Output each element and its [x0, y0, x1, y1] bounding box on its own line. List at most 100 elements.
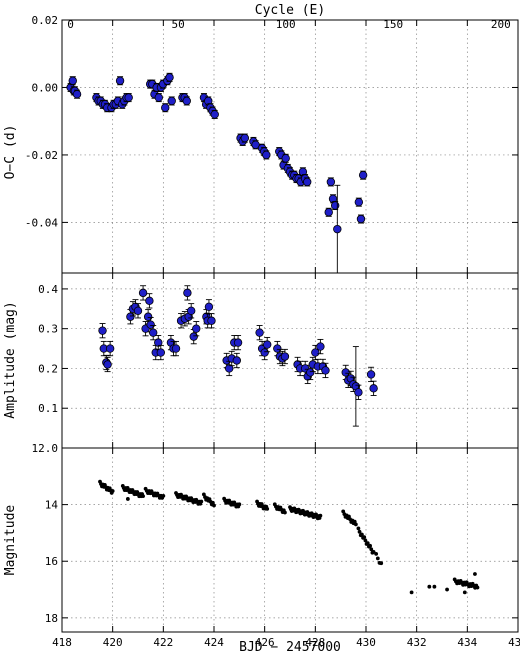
- data-point: [192, 324, 201, 333]
- data-point: [356, 526, 361, 531]
- data-point: [68, 76, 77, 85]
- data-point: [148, 328, 158, 337]
- data-point: [374, 551, 379, 556]
- data-point: [362, 535, 367, 540]
- data-point: [161, 103, 170, 112]
- data-point: [126, 312, 135, 321]
- data-point: [255, 328, 264, 337]
- data-point: [154, 338, 163, 347]
- data-point: [124, 93, 133, 102]
- data-point: [72, 90, 82, 99]
- data-point: [263, 340, 272, 349]
- data-point: [143, 312, 153, 321]
- data-point: [368, 543, 372, 548]
- data-point: [360, 532, 364, 537]
- data-point: [353, 522, 358, 527]
- data-point: [311, 348, 320, 357]
- data-point: [358, 170, 368, 180]
- top-tick-label: 100: [276, 18, 296, 31]
- y-tick-label: 0.00: [32, 81, 59, 94]
- panel-frame: [61, 272, 519, 449]
- data-point: [283, 510, 287, 515]
- y-tick-label: 18: [45, 612, 58, 625]
- data-point: [356, 214, 366, 224]
- y-tick-label: 0.1: [38, 402, 58, 415]
- data-point: [183, 288, 192, 298]
- x-tick-label: 420: [103, 636, 123, 649]
- data-point: [260, 348, 269, 357]
- data-point: [341, 368, 350, 377]
- data-point: [237, 502, 242, 507]
- data-point: [210, 110, 219, 119]
- x-tick-label: 428: [305, 636, 325, 649]
- data-point: [318, 513, 323, 518]
- panel-frame: [61, 447, 519, 633]
- y-tick-label: 16: [45, 555, 58, 568]
- magnitude-panel: 12.0 14 16 18 418 420 422 424 426 428 430 432 434 436: [32, 442, 520, 649]
- data-point: [357, 529, 362, 534]
- x-tick-label: 422: [153, 636, 173, 649]
- y-tick-label: 12.0: [32, 442, 59, 455]
- data-point: [103, 360, 112, 369]
- data-point: [363, 538, 368, 543]
- data-point: [98, 326, 107, 335]
- oc-panel: 0.02 0.00 -0.02 -0.04 0 50 100 150 200: [25, 14, 519, 274]
- top-tick-label: 0: [67, 18, 74, 31]
- data-point: [232, 356, 241, 365]
- x-tick-label: 430: [356, 636, 376, 649]
- data-point: [154, 93, 163, 102]
- data-point: [156, 348, 165, 357]
- data-point: [138, 288, 148, 298]
- data-point: [369, 384, 378, 393]
- data-point: [333, 224, 342, 234]
- data-point: [186, 306, 196, 315]
- amplitude-panel: 0.1 0.2 0.3 0.4: [38, 272, 519, 449]
- data-point: [105, 344, 115, 353]
- top-tick-label: 200: [491, 18, 511, 31]
- oc-axis-label: O−C (d): [3, 125, 18, 180]
- data-point: [365, 541, 370, 546]
- x-tick-label: 434: [457, 636, 477, 649]
- data-point: [165, 73, 174, 82]
- data-point: [321, 366, 330, 375]
- data-point: [189, 332, 198, 341]
- x-tick-label: 418: [52, 636, 72, 649]
- data-point: [125, 497, 130, 501]
- data-point: [145, 296, 154, 306]
- data-point: [326, 177, 336, 187]
- data-point: [432, 584, 437, 589]
- data-point: [251, 140, 260, 150]
- data-point: [115, 76, 125, 85]
- data-point: [473, 572, 477, 576]
- data-point: [199, 499, 204, 504]
- amplitude-axis-label: Amplitude (mag): [3, 301, 18, 418]
- data-point: [146, 320, 155, 329]
- top-tick-label: 150: [383, 18, 403, 31]
- data-point: [369, 547, 374, 552]
- top-tick-label: 50: [172, 18, 185, 31]
- data-point: [182, 96, 191, 106]
- y-tick-label: 0.4: [38, 283, 58, 296]
- data-point: [171, 344, 181, 353]
- data-point: [233, 338, 243, 347]
- x-tick-label: 426: [255, 636, 275, 649]
- data-point: [141, 494, 145, 499]
- data-point: [273, 344, 282, 353]
- data-point: [265, 506, 270, 511]
- y-tick-label: 0.2: [38, 362, 58, 375]
- data-point: [303, 177, 312, 187]
- x-tick-label: 432: [407, 636, 427, 649]
- bjd-axis-label: BJD − 2457000: [239, 640, 341, 655]
- y-tick-label: -0.04: [25, 216, 58, 229]
- data-point: [262, 150, 271, 160]
- data-point: [445, 587, 449, 592]
- data-point: [212, 503, 216, 508]
- data-point: [330, 201, 340, 210]
- y-tick-label: 14: [45, 499, 59, 512]
- y-tick-label: -0.02: [25, 149, 58, 162]
- data-point: [224, 364, 234, 373]
- data-point: [280, 352, 290, 361]
- data-point: [354, 197, 364, 207]
- data-point: [409, 590, 414, 595]
